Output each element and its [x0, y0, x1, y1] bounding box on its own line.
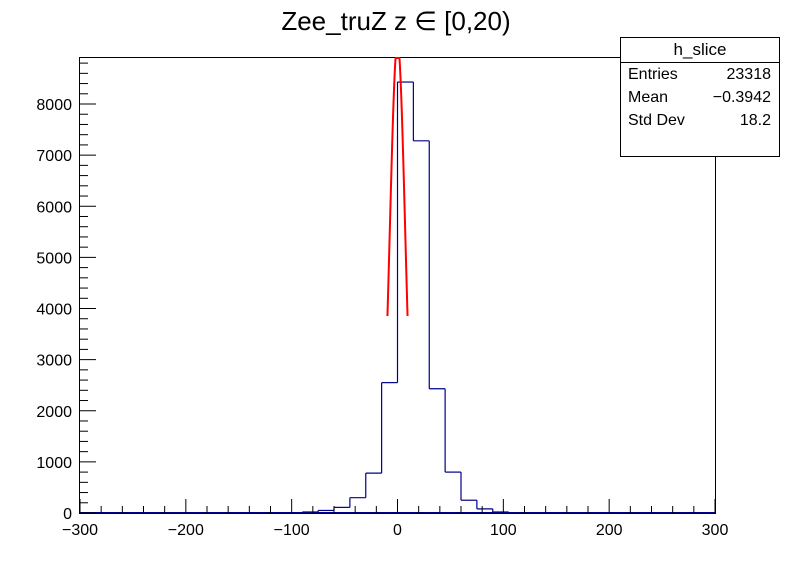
- stats-title: h_slice: [621, 38, 779, 63]
- y-tick-label: 1000: [36, 455, 72, 472]
- stats-box: h_slice Entries 23318 Mean −0.3942 Std D…: [620, 37, 780, 157]
- y-tick-label: 5000: [36, 250, 72, 267]
- x-tick-label: −200: [168, 522, 204, 539]
- stats-label: Mean: [628, 89, 669, 106]
- y-tick-label: 4000: [36, 302, 72, 319]
- y-tick-label: 2000: [36, 404, 72, 421]
- stats-row-stddev: Std Dev 18.2: [621, 109, 779, 132]
- x-tick-label: 100: [490, 522, 517, 539]
- y-tick-label: 6000: [36, 199, 72, 216]
- y-tick-label: 3000: [36, 353, 72, 370]
- stats-value: −0.3942: [712, 89, 771, 106]
- chart-title: Zee_truZ z ∈ [0,20): [281, 6, 510, 36]
- stats-row-entries: Entries 23318: [621, 63, 779, 86]
- x-tick-label: 300: [702, 522, 729, 539]
- y-tick-label: 7000: [36, 148, 72, 165]
- stats-row-mean: Mean −0.3942: [621, 86, 779, 109]
- stats-value: 23318: [726, 66, 772, 83]
- x-tick-label: −300: [62, 522, 98, 539]
- x-tick-label: −100: [274, 522, 310, 539]
- stats-value: 18.2: [739, 112, 771, 129]
- y-tick-label: 8000: [36, 97, 72, 114]
- stats-label: Std Dev: [628, 112, 685, 129]
- stats-label: Entries: [628, 66, 678, 83]
- x-tick-label: 200: [596, 522, 623, 539]
- fit-curve: [386, 57, 409, 317]
- y-tick-label: 0: [63, 506, 72, 523]
- x-tick-label: 0: [393, 522, 402, 539]
